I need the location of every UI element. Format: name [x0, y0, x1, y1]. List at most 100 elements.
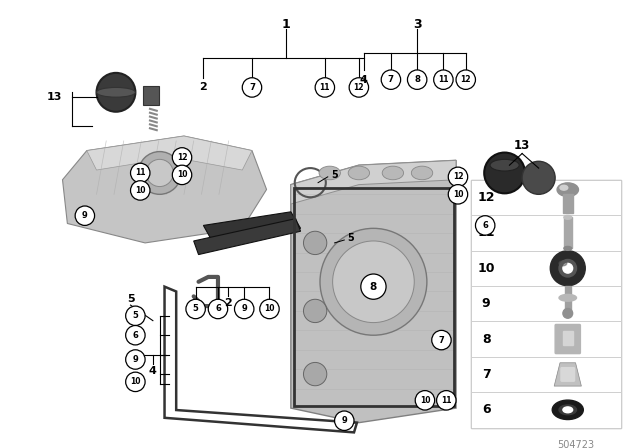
Polygon shape [554, 363, 581, 386]
Circle shape [448, 167, 468, 186]
Text: 11: 11 [319, 83, 330, 92]
Circle shape [303, 299, 327, 323]
Text: 12: 12 [452, 172, 463, 181]
Circle shape [146, 159, 173, 186]
Ellipse shape [559, 261, 567, 266]
Circle shape [186, 299, 205, 319]
Circle shape [75, 206, 95, 225]
Circle shape [361, 274, 386, 299]
Circle shape [315, 78, 335, 97]
Text: 11: 11 [477, 226, 495, 239]
Circle shape [172, 165, 192, 185]
Text: 8: 8 [482, 332, 490, 345]
Text: 3: 3 [413, 18, 422, 31]
Circle shape [125, 372, 145, 392]
Ellipse shape [490, 159, 519, 171]
Circle shape [415, 391, 435, 410]
Text: 6: 6 [482, 403, 490, 416]
Circle shape [234, 299, 254, 319]
FancyBboxPatch shape [555, 324, 580, 353]
Circle shape [559, 259, 577, 277]
Ellipse shape [412, 166, 433, 180]
Text: 2: 2 [200, 82, 207, 92]
Text: 12: 12 [354, 83, 364, 92]
Polygon shape [291, 160, 456, 204]
Text: 12: 12 [177, 153, 188, 162]
Ellipse shape [563, 407, 573, 413]
Text: 5: 5 [348, 233, 354, 243]
Text: 10: 10 [135, 186, 145, 195]
Circle shape [436, 391, 456, 410]
Ellipse shape [552, 400, 583, 419]
Polygon shape [204, 212, 301, 243]
Text: 5: 5 [332, 170, 339, 180]
Text: 7: 7 [438, 336, 444, 345]
Circle shape [335, 411, 354, 431]
Circle shape [138, 151, 181, 194]
Text: 8: 8 [414, 75, 420, 84]
Circle shape [432, 330, 451, 350]
Circle shape [172, 148, 192, 167]
Ellipse shape [564, 246, 572, 250]
Text: 9: 9 [482, 297, 490, 310]
Bar [470, 250, 621, 286]
Bar [563, 331, 573, 345]
Ellipse shape [319, 166, 340, 180]
Ellipse shape [559, 405, 577, 415]
Text: 504723: 504723 [557, 440, 595, 448]
Bar [294, 188, 454, 406]
Text: 5: 5 [132, 311, 138, 320]
Circle shape [476, 215, 495, 235]
Ellipse shape [560, 185, 568, 190]
Circle shape [125, 326, 145, 345]
Text: 10: 10 [177, 170, 188, 179]
Text: 11: 11 [438, 75, 449, 84]
Text: 6: 6 [483, 221, 488, 230]
Text: 4: 4 [360, 75, 367, 85]
Bar [564, 217, 572, 248]
Circle shape [131, 181, 150, 200]
Ellipse shape [348, 166, 369, 180]
Circle shape [131, 163, 150, 183]
Text: 9: 9 [82, 211, 88, 220]
Bar [470, 180, 621, 215]
Ellipse shape [97, 87, 136, 97]
Text: 11: 11 [135, 168, 145, 177]
Circle shape [208, 299, 228, 319]
Text: 2: 2 [224, 298, 232, 308]
Bar [143, 86, 159, 105]
Text: 13: 13 [47, 92, 63, 102]
Text: 6: 6 [215, 305, 221, 314]
Circle shape [260, 299, 279, 319]
Text: 11: 11 [441, 396, 452, 405]
Text: 5: 5 [127, 294, 134, 304]
Text: 7: 7 [249, 83, 255, 92]
Circle shape [408, 70, 427, 90]
Polygon shape [63, 136, 266, 243]
Bar [565, 286, 571, 313]
Circle shape [448, 185, 468, 204]
Bar [470, 286, 621, 321]
Text: 9: 9 [241, 305, 247, 314]
Text: 7: 7 [388, 75, 394, 84]
Circle shape [333, 241, 414, 323]
Text: 9: 9 [341, 416, 347, 425]
Text: 10: 10 [452, 190, 463, 199]
Circle shape [563, 309, 573, 318]
Ellipse shape [557, 183, 579, 197]
Circle shape [125, 350, 145, 369]
Text: 1: 1 [282, 18, 291, 31]
Text: 10: 10 [420, 396, 430, 405]
Ellipse shape [382, 166, 404, 180]
Ellipse shape [559, 294, 577, 301]
Circle shape [303, 231, 327, 254]
Text: 4: 4 [149, 366, 157, 376]
Bar [470, 321, 621, 357]
Text: 10: 10 [130, 377, 141, 386]
Ellipse shape [564, 215, 572, 219]
Bar [470, 357, 621, 392]
Circle shape [97, 73, 136, 112]
Text: 12: 12 [477, 191, 495, 204]
Polygon shape [87, 136, 252, 170]
Circle shape [349, 78, 369, 97]
